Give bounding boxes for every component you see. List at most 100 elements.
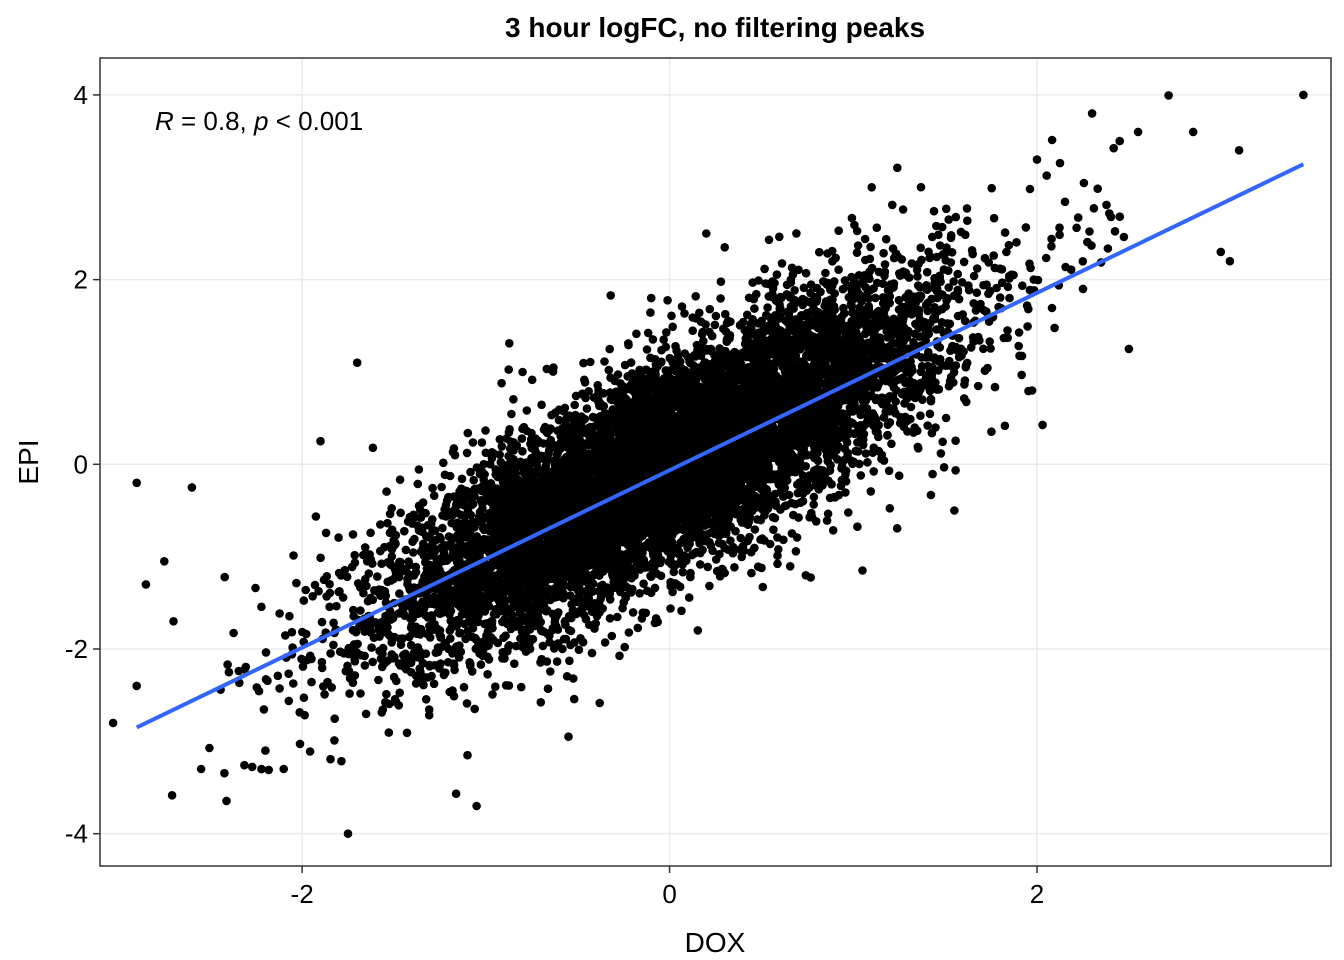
data-point — [510, 659, 519, 668]
data-point — [878, 293, 888, 302]
data-point — [613, 370, 623, 379]
data-point — [305, 747, 315, 756]
data-point — [954, 352, 964, 362]
data-point — [537, 400, 546, 410]
data-point — [764, 235, 774, 245]
data-point — [1060, 197, 1070, 207]
data-point — [918, 395, 927, 405]
data-point — [1003, 326, 1012, 335]
data-point — [499, 633, 508, 642]
data-point — [366, 528, 375, 538]
data-point — [366, 593, 376, 603]
data-point — [722, 337, 732, 347]
data-point — [892, 524, 902, 533]
data-point — [336, 571, 346, 580]
data-point — [223, 660, 232, 669]
data-point — [794, 265, 803, 275]
data-point — [989, 251, 998, 260]
data-point — [997, 265, 1007, 274]
data-point — [939, 463, 949, 472]
data-point — [929, 206, 939, 216]
data-point — [329, 618, 338, 628]
data-point — [711, 311, 721, 321]
data-point — [677, 302, 687, 311]
data-point — [680, 349, 690, 358]
data-point — [966, 343, 976, 352]
data-point — [879, 248, 888, 258]
data-point — [451, 789, 461, 798]
data-point — [967, 246, 977, 255]
data-point — [297, 654, 306, 664]
data-point — [761, 279, 770, 288]
data-point — [501, 681, 511, 690]
data-point — [695, 308, 704, 318]
data-point — [421, 695, 431, 704]
data-point — [844, 508, 853, 517]
data-point — [295, 739, 305, 749]
data-point — [377, 708, 387, 717]
data-point — [684, 593, 694, 602]
data-point — [925, 409, 935, 419]
data-point — [979, 280, 988, 290]
data-point — [457, 474, 467, 484]
data-point — [863, 458, 872, 467]
data-point — [437, 482, 446, 492]
data-point — [284, 669, 294, 678]
data-point — [757, 534, 767, 543]
data-point — [479, 459, 489, 469]
data-point — [891, 397, 900, 406]
data-point — [383, 518, 392, 528]
data-point — [395, 688, 405, 697]
data-point — [1061, 262, 1070, 272]
data-point — [330, 714, 340, 723]
data-point — [815, 247, 824, 257]
data-point — [452, 531, 462, 540]
data-point — [984, 317, 994, 326]
data-point — [693, 626, 703, 635]
data-point — [432, 584, 442, 594]
data-point — [368, 657, 378, 667]
data-point — [648, 335, 658, 344]
data-point — [320, 690, 329, 699]
data-point — [822, 516, 832, 525]
data-point — [635, 589, 644, 598]
data-point — [750, 304, 759, 313]
data-point — [677, 606, 686, 616]
data-point — [761, 310, 771, 320]
data-point — [889, 283, 898, 292]
data-point — [843, 430, 852, 440]
data-point — [987, 427, 996, 437]
data-point — [861, 449, 871, 458]
data-point — [554, 415, 564, 425]
data-point — [1085, 227, 1094, 236]
data-point — [528, 634, 538, 644]
data-point — [395, 589, 404, 598]
data-point — [642, 345, 652, 354]
data-point — [750, 525, 760, 534]
data-point — [479, 525, 489, 535]
data-point — [787, 263, 797, 273]
data-point — [586, 357, 595, 367]
data-point — [356, 689, 365, 698]
data-point — [579, 358, 588, 368]
data-point — [772, 270, 782, 279]
data-point — [633, 623, 643, 633]
data-point — [659, 335, 668, 345]
data-point — [299, 596, 309, 605]
data-point — [787, 529, 797, 538]
data-point — [574, 645, 584, 655]
data-point — [435, 532, 445, 542]
data-point — [1047, 303, 1057, 313]
data-point — [760, 264, 769, 274]
data-point — [699, 336, 708, 346]
data-point — [518, 447, 527, 456]
data-point — [1018, 281, 1027, 291]
data-point — [763, 303, 772, 312]
data-point — [974, 332, 983, 342]
data-point — [607, 631, 617, 641]
data-point — [247, 762, 257, 772]
data-point — [821, 268, 830, 278]
data-point — [819, 332, 828, 342]
data-point — [414, 465, 424, 474]
